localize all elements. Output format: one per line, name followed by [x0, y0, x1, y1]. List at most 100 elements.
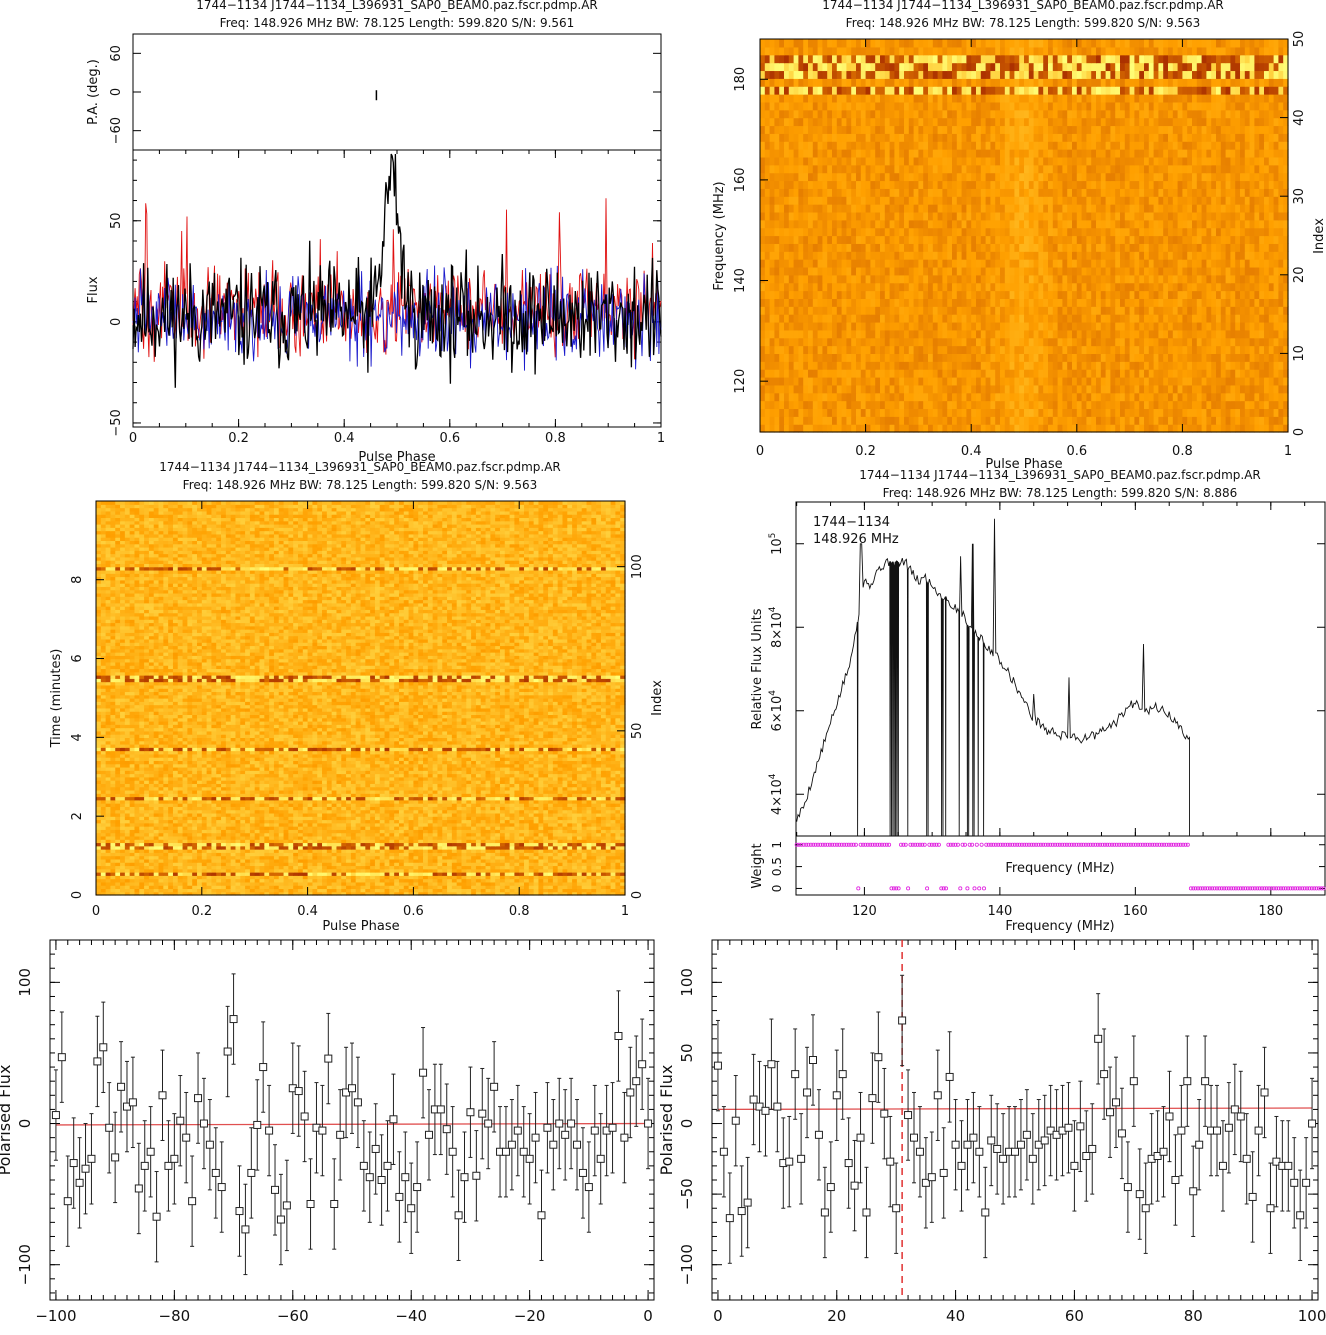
y-tick-label: 60	[109, 45, 124, 62]
heatmap-cell	[1153, 392, 1159, 402]
heatmap-cell	[1105, 180, 1111, 189]
heatmap-cell	[908, 204, 915, 213]
heatmap-cell	[1139, 204, 1145, 213]
heatmap-cell	[908, 384, 915, 394]
heatmap-cell	[1124, 369, 1131, 378]
heatmap-cell	[832, 94, 838, 103]
heatmap-cell	[856, 416, 862, 425]
heatmap-cell	[1028, 369, 1035, 378]
heatmap-cell	[1033, 266, 1039, 276]
heatmap-cell	[788, 86, 795, 95]
heatmap-cell	[956, 164, 963, 174]
heatmap-cell	[1254, 282, 1260, 292]
heatmap-cell	[812, 266, 819, 276]
heatmap-cell	[1076, 196, 1083, 205]
heatmap-cell	[812, 361, 819, 370]
heatmap-cell	[1264, 133, 1270, 142]
heatmap-cell	[899, 353, 905, 362]
heatmap-cell	[899, 78, 905, 87]
heatmap-cell	[793, 416, 799, 425]
heatmap-cell	[832, 125, 838, 134]
heatmap-cell	[913, 337, 919, 347]
heatmap-cell	[1244, 416, 1251, 425]
heatmap-cell	[1129, 219, 1135, 229]
heatmap-cell	[1225, 314, 1231, 323]
heatmap-cell	[1033, 424, 1039, 433]
heatmap-cell	[937, 400, 943, 410]
heatmap-cell	[1268, 259, 1275, 268]
heatmap-cell	[1067, 314, 1073, 323]
heatmap-cell	[793, 376, 799, 386]
heatmap-cell	[1235, 353, 1241, 362]
heatmap-cell	[985, 101, 991, 111]
heatmap-cell	[1124, 133, 1131, 142]
heatmap-cell	[884, 94, 891, 103]
heatmap-cell	[923, 400, 929, 410]
heatmap-cell	[1057, 274, 1063, 284]
heatmap-cell	[760, 314, 766, 323]
heatmap-cell	[976, 196, 982, 205]
heatmap-cell	[923, 321, 929, 331]
heatmap-cell	[884, 235, 891, 244]
heatmap-cell	[1105, 101, 1111, 111]
heatmap-cell	[1192, 408, 1198, 417]
heatmap-cell	[918, 164, 924, 174]
heatmap-cell	[1144, 337, 1150, 347]
heatmap-cell	[884, 133, 891, 142]
heatmap-cell	[952, 424, 958, 433]
heatmap-cell	[827, 400, 833, 410]
heatmap-cell	[803, 259, 809, 268]
heatmap-cell	[769, 211, 775, 221]
heatmap-cell	[1038, 188, 1044, 197]
heatmap-cell	[1196, 408, 1203, 417]
heatmap-cell	[1144, 251, 1150, 260]
heatmap-cell	[1081, 353, 1087, 362]
heatmap-cell	[1249, 369, 1255, 378]
heatmap-cell	[1196, 298, 1203, 307]
heatmap-cell	[1192, 384, 1198, 394]
heatmap-cell	[1268, 204, 1275, 213]
heatmap-cell	[769, 298, 775, 307]
heatmap-cell	[1028, 376, 1035, 386]
heatmap-cell	[1110, 376, 1116, 386]
heatmap-cell	[860, 219, 867, 229]
heatmap-cell	[942, 86, 948, 95]
heatmap-cell	[928, 392, 934, 402]
heatmap-cell	[884, 274, 891, 284]
heatmap-cell	[1216, 314, 1222, 323]
heatmap-cell	[1192, 219, 1198, 229]
heatmap-cell	[1124, 172, 1131, 182]
heatmap-cell	[1240, 172, 1246, 182]
heatmap-cell	[1240, 306, 1246, 315]
heatmap-cell	[865, 329, 871, 339]
heatmap-cell	[865, 227, 871, 237]
heatmap-cell	[1182, 180, 1188, 189]
heatmap-cell	[870, 251, 876, 260]
heatmap-cell	[985, 329, 991, 339]
heatmap-cell	[1206, 164, 1212, 174]
heatmap-cell	[1081, 361, 1087, 370]
heatmap-cell	[1120, 133, 1126, 142]
heatmap-cell	[1139, 321, 1145, 331]
heatmap-cell	[1168, 408, 1174, 417]
pa-axis-label: P.A. (deg.)	[86, 59, 101, 125]
heatmap-cell	[913, 424, 919, 433]
heatmap-cell	[956, 149, 963, 158]
heatmap-cell	[961, 109, 967, 119]
heatmap-cell	[856, 361, 862, 370]
heatmap-cell	[774, 149, 780, 158]
heatmap-cell	[937, 188, 943, 197]
heatmap-cell	[918, 235, 924, 244]
heatmap-cell	[1134, 353, 1140, 362]
heatmap-cell	[1028, 243, 1035, 252]
heatmap-cell	[836, 172, 843, 182]
heatmap-cell	[1268, 211, 1275, 221]
heatmap-cell	[899, 251, 905, 260]
heatmap-cell	[1283, 376, 1289, 386]
heatmap-cell	[1148, 164, 1155, 174]
heatmap-cell	[1240, 282, 1246, 292]
heatmap-cell	[788, 109, 795, 119]
heatmap-cell	[1192, 149, 1198, 158]
heatmap-cell	[1163, 314, 1169, 323]
heatmap-cell	[956, 188, 963, 197]
